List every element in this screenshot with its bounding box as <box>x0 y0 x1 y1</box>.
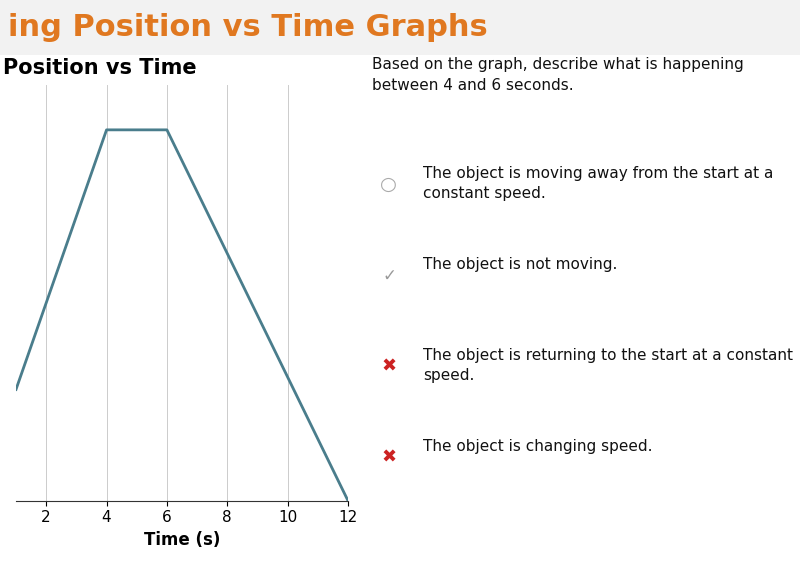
Text: ✖: ✖ <box>382 357 397 376</box>
Text: The object is not moving.: The object is not moving. <box>423 257 618 272</box>
Text: The object is changing speed.: The object is changing speed. <box>423 439 652 454</box>
Text: Position vs Time: Position vs Time <box>2 58 196 79</box>
Text: Based on the graph, describe what is happening
between 4 and 6 seconds.: Based on the graph, describe what is hap… <box>372 57 744 93</box>
Text: The object is moving away from the start at a
constant speed.: The object is moving away from the start… <box>423 166 774 201</box>
Text: ○: ○ <box>381 175 398 194</box>
X-axis label: Time (s): Time (s) <box>144 531 220 549</box>
Text: ✖: ✖ <box>382 448 397 467</box>
Bar <box>0 0 800 55</box>
Text: ✓: ✓ <box>382 266 396 284</box>
Text: The object is returning to the start at a constant
speed.: The object is returning to the start at … <box>423 348 793 383</box>
Text: ing Position vs Time Graphs: ing Position vs Time Graphs <box>8 13 488 42</box>
